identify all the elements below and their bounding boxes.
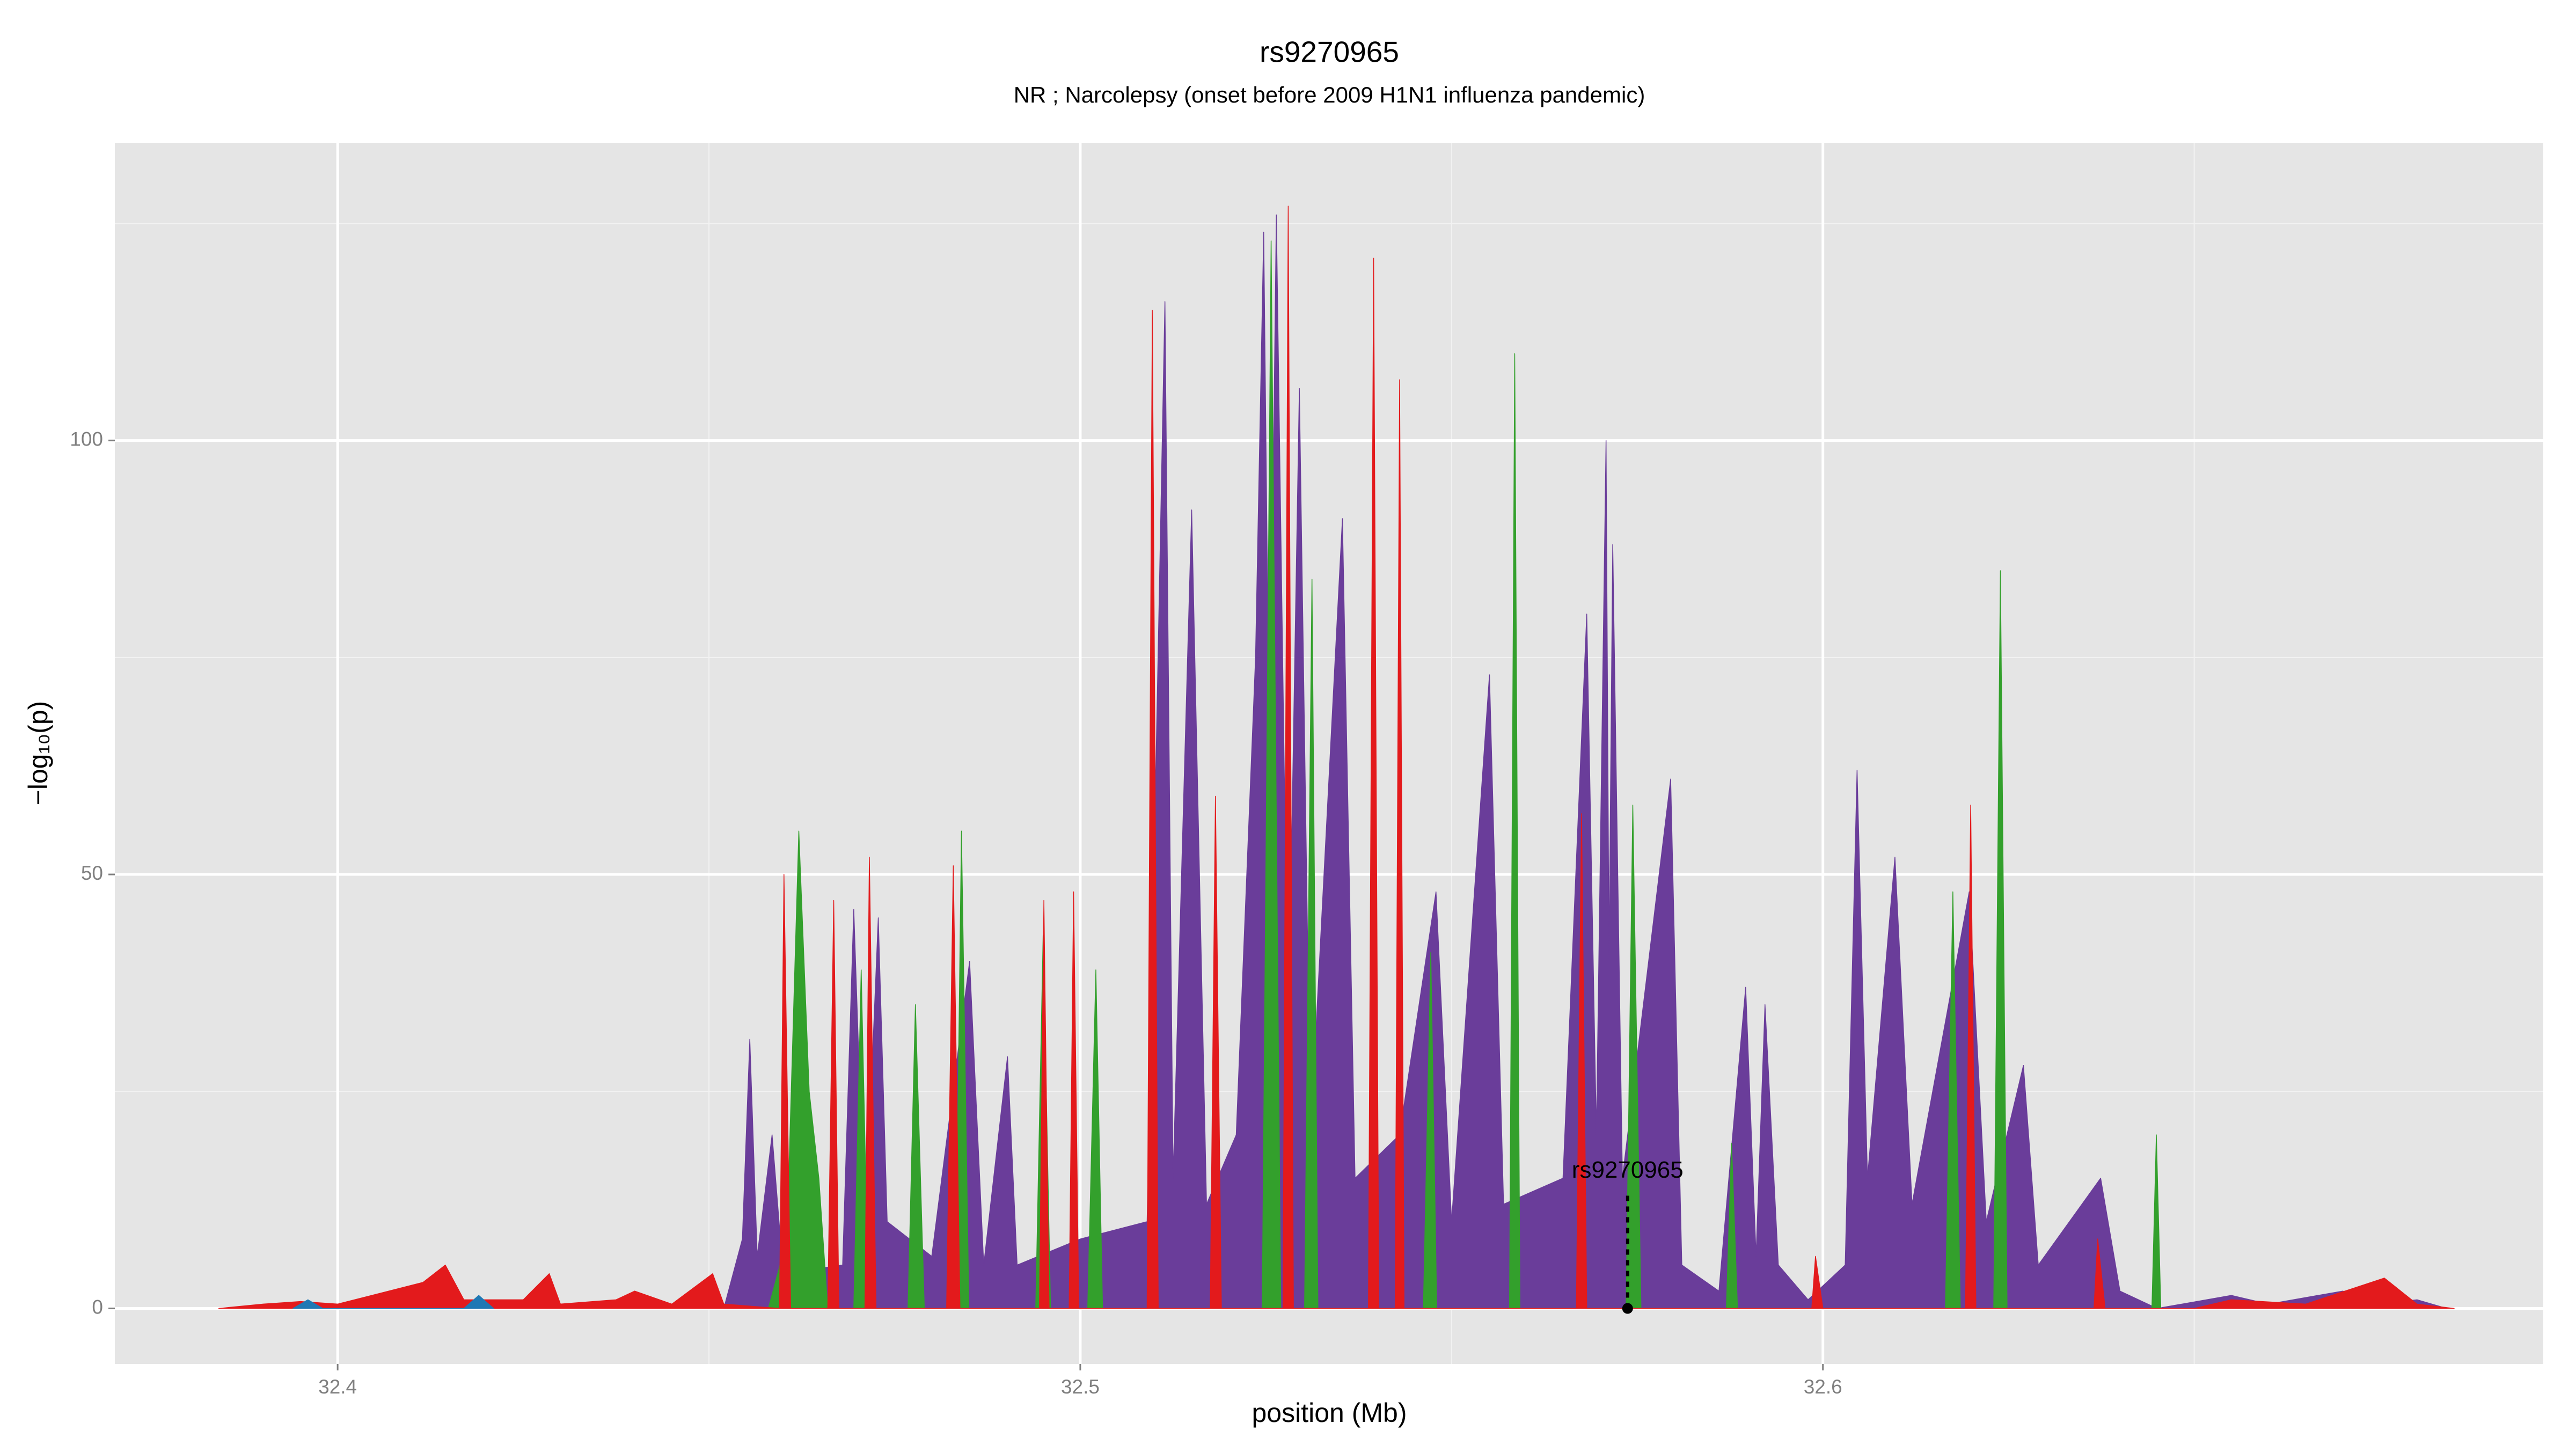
- area: [292, 1295, 494, 1309]
- annotation-point: [1622, 1303, 1633, 1314]
- x-tick-label: 32.5: [1061, 1376, 1100, 1398]
- x-tick-label: 32.6: [1804, 1376, 1842, 1398]
- x-tick-label: 32.4: [318, 1376, 357, 1398]
- areas: [218, 206, 2455, 1309]
- axes: 32.4 32.5 32.6 0 50 100: [70, 428, 1842, 1397]
- chart-title: rs9270965: [1260, 35, 1399, 69]
- y-axis-title: −log₁₀(p): [23, 701, 53, 806]
- chart-subtitle: NR ; Narcolepsy (onset before 2009 H1N1 …: [1014, 82, 1645, 107]
- annotation-label: rs9270965: [1572, 1157, 1684, 1183]
- x-axis-title: position (Mb): [1252, 1398, 1407, 1428]
- y-tick-label: 50: [81, 862, 103, 884]
- y-tick-label: 100: [70, 428, 103, 450]
- area: [218, 206, 2455, 1309]
- y-tick-label: 0: [92, 1296, 103, 1318]
